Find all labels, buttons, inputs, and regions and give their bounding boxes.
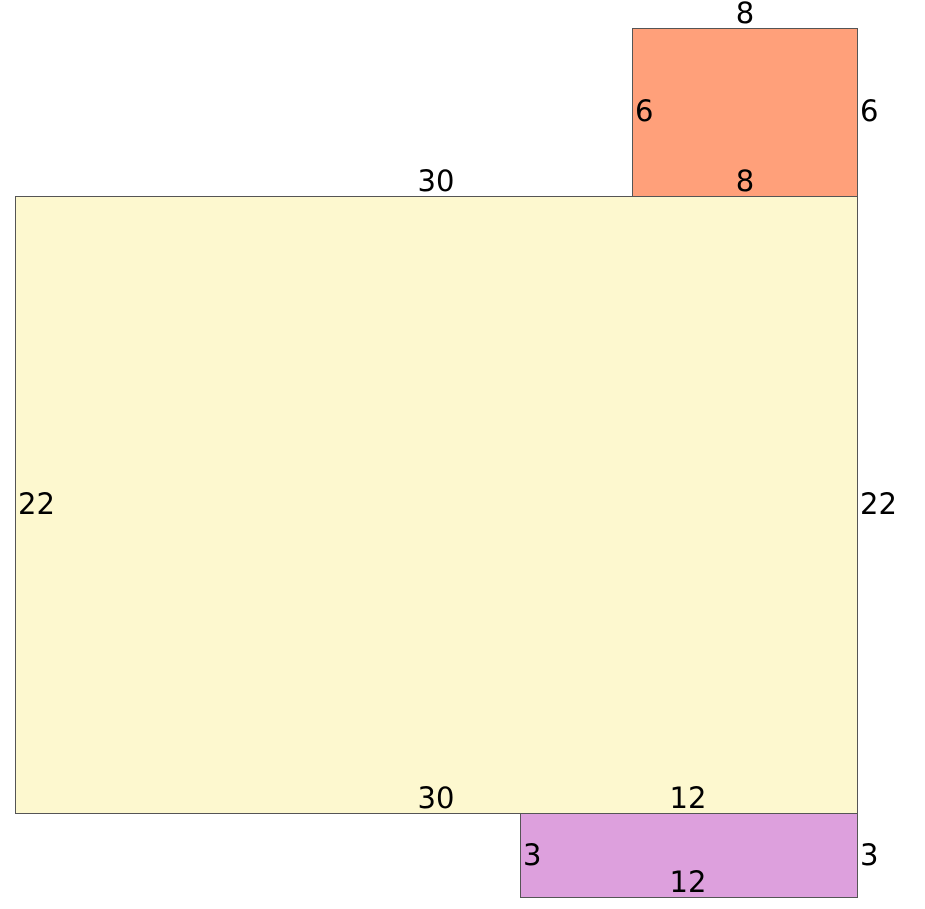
top-rect-right-label: 6 <box>860 94 879 128</box>
bottom-rect-top-label: 12 <box>669 781 707 815</box>
main-bottom-label: 30 <box>417 781 455 815</box>
bottom-rectangle <box>520 813 858 898</box>
bottom-rect-left-label: 3 <box>523 838 542 872</box>
top-rectangle <box>632 28 858 197</box>
top-rect-top-label: 8 <box>735 0 755 30</box>
main-left-label: 22 <box>18 487 55 521</box>
top-rect-left-label: 6 <box>635 94 654 128</box>
main-top-label: 30 <box>417 164 455 198</box>
top-rect-bottom-label: 8 <box>735 164 755 198</box>
bottom-rect-bottom-label: 12 <box>669 865 707 899</box>
bottom-rect-right-label: 3 <box>860 838 879 872</box>
main-rectangle <box>15 196 858 814</box>
main-right-label: 22 <box>860 487 897 521</box>
